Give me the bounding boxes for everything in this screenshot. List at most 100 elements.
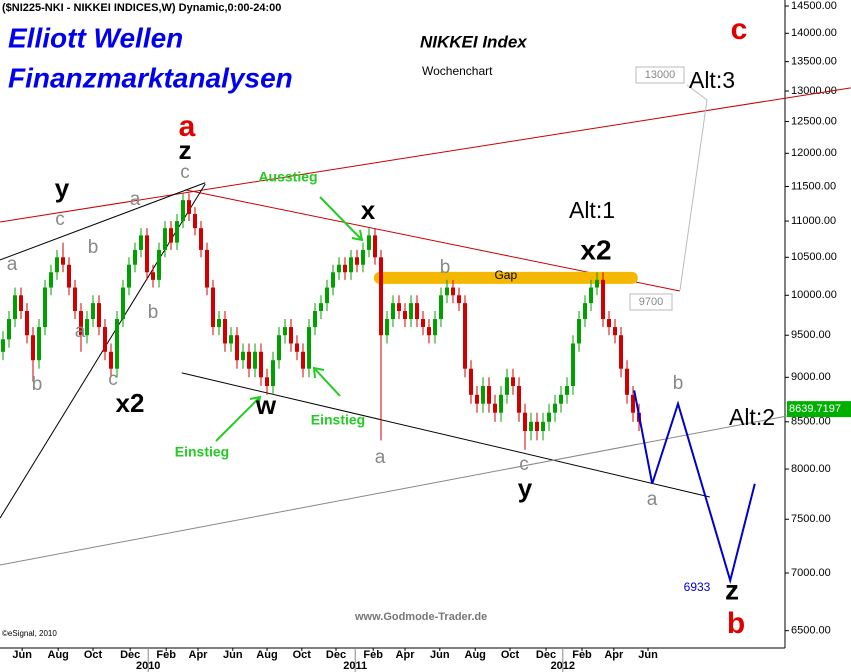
- candle-body: [1, 339, 6, 352]
- arrow-head: [312, 366, 325, 379]
- candle-body: [169, 228, 174, 243]
- target-box: [629, 293, 673, 311]
- wave-label: a: [647, 489, 658, 510]
- candle-body: [205, 249, 210, 288]
- wave-label: b: [88, 237, 99, 258]
- candle-body: [199, 228, 204, 250]
- candle-body: [157, 249, 162, 280]
- x-tick-label: Oct: [501, 649, 520, 661]
- candle-body: [445, 287, 450, 296]
- site: www.Godmode-Trader.de: [354, 611, 487, 623]
- candle-body: [13, 295, 18, 319]
- brand: Elliott Wellen: [8, 22, 183, 53]
- signal-label: Ausstieg: [258, 169, 317, 185]
- candle-body: [541, 421, 546, 432]
- x-tick-label: Oct: [293, 649, 312, 661]
- brand: Finanzmarktanalysen: [8, 62, 293, 93]
- target-label: 13000: [645, 69, 676, 81]
- candle-body: [25, 311, 30, 336]
- candle-body: [625, 368, 630, 395]
- trendline: [0, 403, 851, 566]
- candle-body: [481, 386, 486, 404]
- trendline: [0, 182, 206, 261]
- candle-body: [37, 327, 42, 361]
- x-tick-label: Apr: [189, 649, 209, 661]
- candle-body: [283, 327, 288, 336]
- candle-body: [349, 257, 354, 273]
- x-tick-label: Apr: [396, 649, 416, 661]
- arrow-head: [249, 395, 262, 408]
- y-tick-label: 14000.00: [791, 27, 837, 39]
- candle-body: [589, 287, 594, 304]
- last-value-label: 8639.7197: [789, 403, 841, 415]
- year-label: 2010: [136, 660, 160, 672]
- candle-body: [109, 351, 114, 369]
- wave-label: x2: [580, 234, 611, 265]
- y-tick-label: 7500.00: [791, 513, 831, 525]
- gap-label: Gap: [494, 268, 517, 282]
- candle-body: [391, 303, 396, 319]
- candle-body: [115, 318, 120, 369]
- candle-body: [343, 264, 348, 273]
- y-tick-label: 7000.00: [791, 567, 831, 579]
- candle-body: [127, 264, 132, 288]
- year-label: 2011: [343, 660, 367, 672]
- candle-body: [517, 386, 522, 413]
- candle-body: [601, 279, 606, 319]
- y-tick-label: 14500.00: [791, 0, 837, 12]
- wave-label: x2: [116, 388, 145, 418]
- candle-body: [217, 318, 222, 328]
- year-label: 2012: [551, 660, 575, 672]
- candle-body: [487, 386, 492, 404]
- y-tick-label: 8500.00: [791, 416, 831, 428]
- wave-label: a: [7, 254, 18, 275]
- candle-body: [571, 343, 576, 387]
- candle-body: [415, 303, 420, 319]
- wave-label: b: [148, 302, 159, 323]
- x-tick-label: Aug: [465, 649, 486, 661]
- arrow: [319, 196, 363, 241]
- candle-body: [91, 303, 96, 319]
- candle-body: [319, 303, 324, 312]
- y-tick-label: 8000.00: [791, 463, 831, 475]
- projection-line: [633, 390, 756, 585]
- x-tick-label: Jun: [430, 649, 450, 661]
- target-label: 9700: [639, 296, 663, 308]
- candle-body: [43, 287, 48, 328]
- alt-label: Alt:3: [689, 67, 735, 93]
- wave-label: y: [518, 473, 533, 503]
- y-tick-label: 9500.00: [791, 329, 831, 341]
- y-tick-label: 12500.00: [791, 115, 837, 127]
- x-tick-label: Jun: [12, 649, 32, 661]
- wave-label: a: [179, 110, 196, 143]
- candle-body: [433, 318, 438, 336]
- candle-body: [85, 318, 90, 336]
- x-tick-label: Aug: [48, 649, 69, 661]
- candle-body: [61, 257, 66, 265]
- candle-body: [607, 318, 612, 328]
- wave-label: a: [375, 447, 386, 468]
- candle-body: [409, 303, 414, 319]
- candle-body: [67, 264, 72, 288]
- candle-body: [397, 303, 402, 312]
- y-tick-label: 9000.00: [791, 371, 831, 383]
- candle-body: [271, 360, 276, 387]
- y-tick-label: 12000.00: [791, 147, 837, 159]
- candle-body: [313, 311, 318, 328]
- candle-body: [73, 287, 78, 312]
- candle-body: [163, 228, 168, 250]
- target-box: [635, 66, 685, 84]
- candle-body: [337, 264, 342, 273]
- wave-label: a: [130, 189, 141, 210]
- alt-label: Alt:2: [729, 404, 775, 430]
- candle-body: [121, 287, 126, 319]
- wave-label: c: [731, 13, 748, 46]
- candle-body: [325, 287, 330, 304]
- candle-body: [577, 318, 582, 344]
- candle-body: [55, 257, 60, 273]
- candle-body: [463, 303, 468, 369]
- candle-body: [289, 327, 294, 344]
- candle-body: [49, 272, 54, 288]
- period: Wochenchart: [422, 64, 493, 78]
- signal-label: Einstieg: [175, 444, 229, 460]
